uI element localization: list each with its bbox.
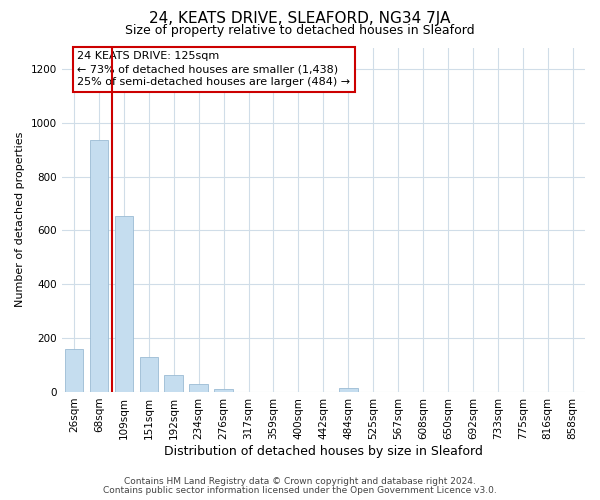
Bar: [190, 384, 208, 392]
X-axis label: Distribution of detached houses by size in Sleaford: Distribution of detached houses by size …: [164, 444, 483, 458]
Bar: [164, 376, 183, 392]
Bar: [65, 349, 83, 392]
Text: 24 KEATS DRIVE: 125sqm
← 73% of detached houses are smaller (1,438)
25% of semi-: 24 KEATS DRIVE: 125sqm ← 73% of detached…: [77, 51, 350, 88]
Bar: [140, 357, 158, 392]
Bar: [90, 140, 109, 392]
Text: Size of property relative to detached houses in Sleaford: Size of property relative to detached ho…: [125, 24, 475, 37]
Bar: [339, 388, 358, 392]
Bar: [115, 216, 133, 392]
Text: 24, KEATS DRIVE, SLEAFORD, NG34 7JA: 24, KEATS DRIVE, SLEAFORD, NG34 7JA: [149, 11, 451, 26]
Text: Contains HM Land Registry data © Crown copyright and database right 2024.: Contains HM Land Registry data © Crown c…: [124, 477, 476, 486]
Text: Contains public sector information licensed under the Open Government Licence v3: Contains public sector information licen…: [103, 486, 497, 495]
Y-axis label: Number of detached properties: Number of detached properties: [15, 132, 25, 308]
Bar: [214, 388, 233, 392]
